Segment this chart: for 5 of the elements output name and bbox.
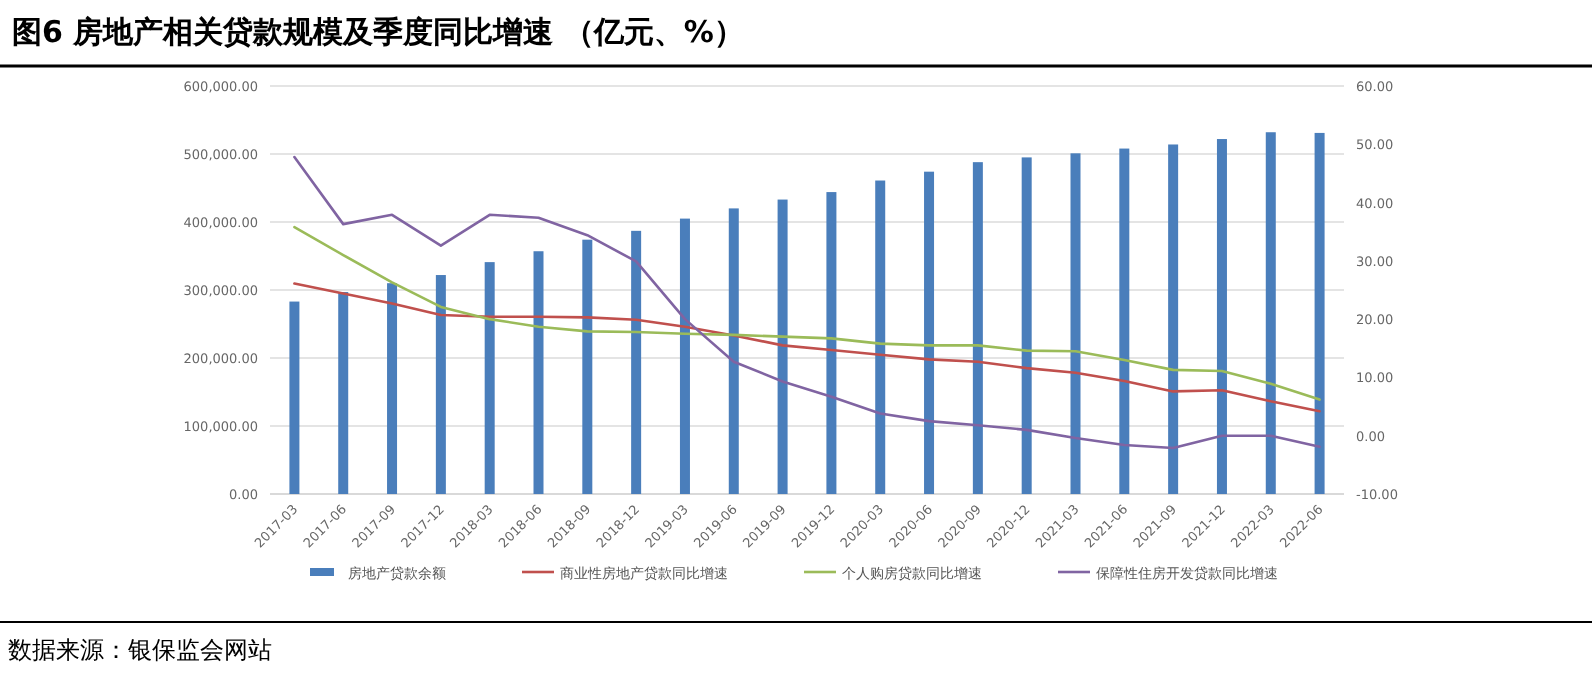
line-series — [293, 282, 1321, 413]
source-note: 数据来源：银保监会网站 — [8, 636, 272, 664]
line-series — [293, 225, 1321, 401]
chart-title: 图6 房地产相关贷款规模及季度同比增速 （亿元、%） — [12, 14, 744, 50]
line-series — [293, 155, 1321, 450]
